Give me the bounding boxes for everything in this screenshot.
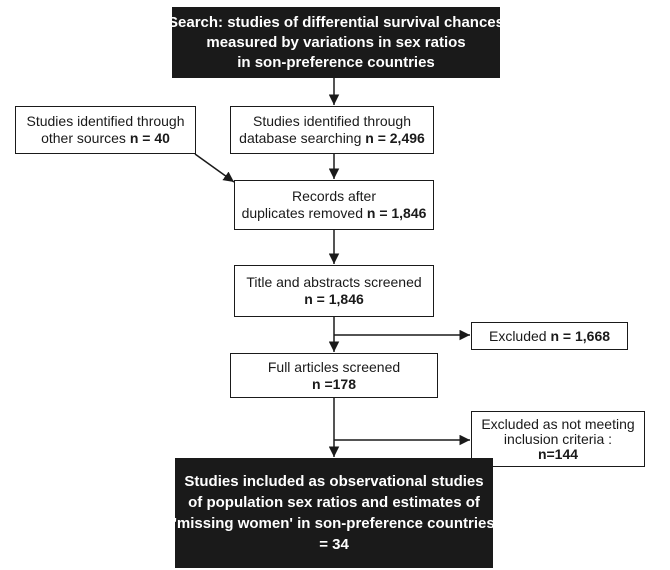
included-line3: 'missing women' in son-preference countr… <box>173 515 495 532</box>
screened-line1: Title and abstracts screened <box>246 274 422 290</box>
search-text-line1: studies of differential survival chances <box>227 13 504 31</box>
included-count: = 34 <box>319 536 349 553</box>
duplicates-count: n = 1,846 <box>366 205 427 221</box>
search-text-line2: measured by variations in sex ratios <box>206 33 466 51</box>
search-label: Search: <box>168 13 224 31</box>
excluded2-line2: inclusion criteria : <box>503 430 613 447</box>
screened-box: Title and abstracts screened n = 1,846 <box>234 265 434 317</box>
database-box: Studies identified through database sear… <box>230 106 434 154</box>
duplicates-box: Records after duplicates removed n = 1,8… <box>234 180 434 230</box>
included-line1: Studies included as observational studie… <box>184 473 484 490</box>
other-sources-line2: other sources <box>41 130 126 146</box>
excluded2-count: n=144 <box>537 445 579 462</box>
search-box: Search: studies of differential survival… <box>168 7 504 78</box>
search-text-line3: in son-preference countries <box>237 53 435 71</box>
full-articles-box: Full articles screened n =178 <box>230 353 438 398</box>
other-sources-count: n = 40 <box>129 130 170 146</box>
excluded1-box: Excluded n = 1,668 <box>471 322 628 350</box>
duplicates-line1: Records after <box>291 188 377 204</box>
other-sources-line1: Studies identified through <box>26 113 185 129</box>
excluded2-box: Excluded as not meeting inclusion criter… <box>471 411 645 467</box>
included-line2: of population sex ratios and estimates o… <box>188 494 480 511</box>
arrow-other-to-duplicates <box>194 153 235 183</box>
database-line1: Studies identified through <box>253 113 411 129</box>
excluded1-count: n = 1,668 <box>550 327 611 344</box>
excluded2-line1: Excluded as not meeting <box>481 415 635 432</box>
database-count: n = 2,496 <box>365 130 425 146</box>
other-sources-box: Studies identified through other sources… <box>15 106 196 154</box>
screened-count: n = 1,846 <box>304 291 364 307</box>
full-articles-line1: Full articles screened <box>267 358 401 375</box>
database-line2: database searching <box>239 130 362 146</box>
duplicates-line2: duplicates removed <box>241 205 363 221</box>
full-articles-count: n =178 <box>312 375 356 392</box>
excluded1-label: Excluded <box>488 327 547 344</box>
included-box: Studies included as observational studie… <box>173 458 495 568</box>
